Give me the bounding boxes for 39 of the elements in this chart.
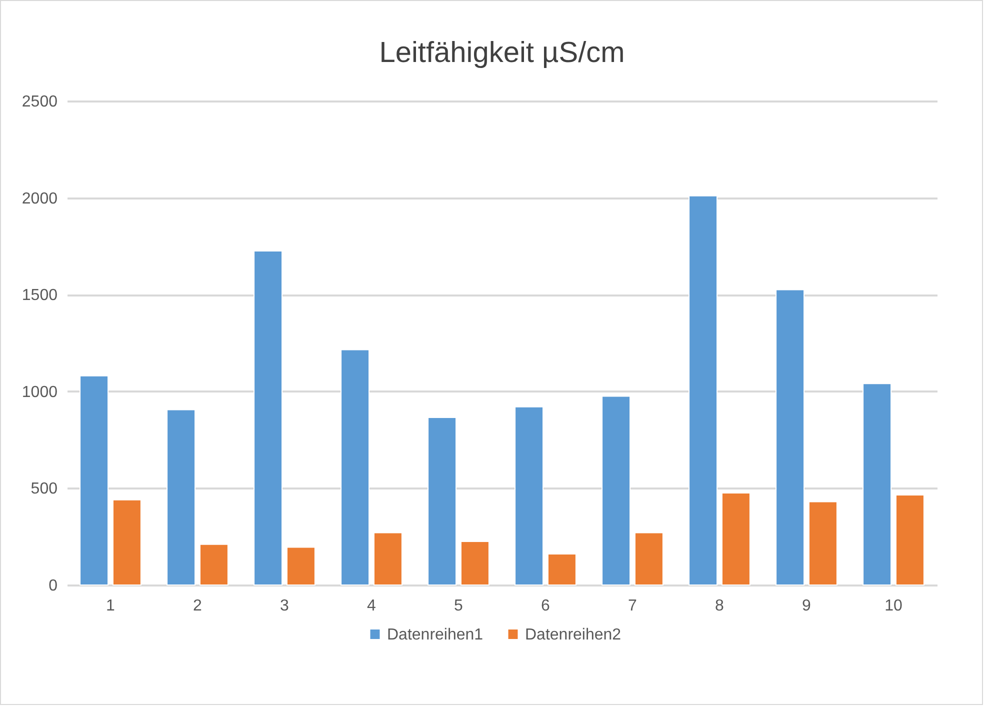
x-tick-label: 8	[715, 598, 724, 614]
x-tick-label: 4	[367, 598, 376, 614]
bar	[776, 289, 805, 586]
x-tick-label: 6	[541, 598, 550, 614]
bar	[80, 375, 109, 586]
y-tick-label: 500	[30, 480, 58, 498]
legend-label: Datenreihen1	[387, 626, 484, 644]
bar	[286, 546, 316, 586]
bar	[688, 195, 718, 586]
x-tick-label: 10	[884, 598, 902, 614]
y-tick-label: 2500	[22, 94, 58, 110]
x-tick-label: 7	[628, 598, 638, 614]
x-tick-label: 2	[193, 598, 202, 614]
bar	[634, 532, 664, 586]
bar	[460, 540, 490, 586]
y-tick-label: 2000	[22, 190, 58, 208]
bar	[808, 501, 838, 586]
bar	[254, 250, 283, 586]
bar	[895, 494, 924, 586]
bar	[547, 554, 576, 586]
y-tick-label: 1500	[22, 287, 58, 304]
bar	[602, 396, 631, 586]
bar	[428, 417, 457, 586]
y-tick-label: 0	[48, 578, 58, 594]
chart-title: Leitfähigkeit µS/cm	[379, 37, 625, 69]
y-tick-label: 1000	[22, 384, 58, 401]
bar	[166, 409, 196, 586]
bar	[862, 383, 892, 586]
legend-label: Datenreihen2	[525, 626, 622, 644]
x-tick-label: 5	[454, 598, 464, 614]
x-tick-label: 1	[106, 598, 116, 614]
bar	[373, 532, 402, 586]
bar	[514, 406, 544, 586]
bar	[112, 499, 142, 586]
bar	[340, 349, 370, 586]
bar	[199, 544, 228, 586]
x-tick-label: 3	[280, 598, 290, 614]
x-tick-label: 9	[802, 598, 812, 614]
bar	[721, 492, 750, 586]
